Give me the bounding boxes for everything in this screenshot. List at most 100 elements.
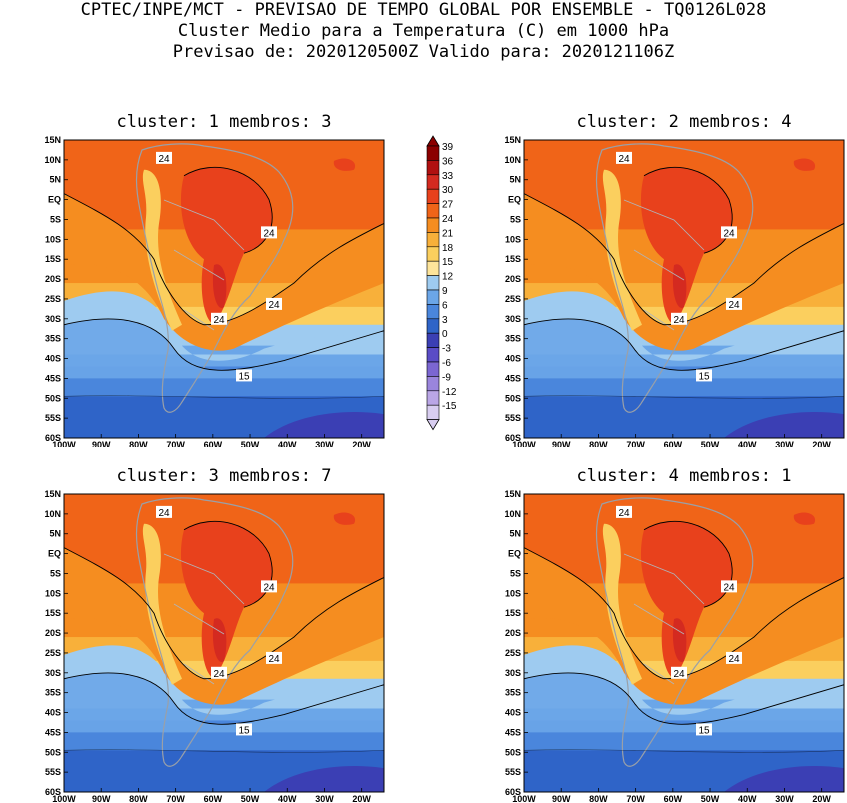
colorbar-label: 24 — [442, 214, 454, 225]
lat-label: 25S — [505, 294, 521, 304]
lon-label: 80W — [589, 794, 608, 803]
lat-label: 15S — [45, 608, 61, 618]
lat-label: 5N — [49, 529, 61, 539]
lat-label: 45S — [505, 373, 521, 383]
colorbar-label: 33 — [442, 171, 454, 182]
lon-label: 30W — [775, 440, 794, 447]
lat-label: 20S — [505, 628, 521, 638]
contour-label: 15 — [696, 723, 712, 736]
contour-label: 24 — [261, 226, 277, 239]
lon-label: 90W — [552, 440, 571, 447]
lat-label: 55S — [505, 413, 521, 423]
lat-label: 35S — [505, 334, 521, 344]
panel-cluster-3: cluster: 3 membros: 7 24 24 24 24 15 15N 10N 5N… — [0, 466, 400, 803]
lon-label: 70W — [626, 440, 645, 447]
colorbar-swatch — [426, 246, 440, 262]
lon-label: 30W — [315, 440, 334, 447]
lat-label: 50S — [505, 747, 521, 757]
svg-text:24: 24 — [618, 154, 630, 165]
lat-label: EQ — [508, 195, 521, 205]
lat-label: 5N — [509, 175, 521, 185]
colorbar-swatch — [426, 304, 440, 320]
svg-text:24: 24 — [723, 582, 735, 593]
colorbar-swatch — [426, 390, 440, 406]
lon-label: 70W — [626, 794, 645, 803]
lat-label: 5S — [510, 214, 521, 224]
lat-label: EQ — [48, 549, 61, 559]
lat-label: 15N — [504, 489, 521, 499]
contour-label: 24 — [671, 312, 687, 326]
lat-label: 60S — [505, 787, 521, 797]
colorbar-label: 18 — [442, 243, 454, 254]
map-cluster-1: 24 24 24 24 15 15N 10N 5N EQ 5S 10S 15S 20S 25S 30S 35S… — [44, 135, 385, 447]
svg-text:24: 24 — [673, 669, 685, 680]
contour-label: 15 — [236, 369, 252, 382]
panel-title: cluster: 3 membros: 7 — [116, 466, 332, 486]
header-title: CPTEC/INPE/MCT - PREVISAO DE TEMPO GLOBA… — [80, 0, 767, 20]
svg-text:24: 24 — [263, 582, 275, 593]
lat-label: 40S — [505, 708, 521, 718]
colorbar-label: 12 — [442, 272, 454, 283]
svg-text:15: 15 — [698, 725, 710, 736]
panel-cluster-4: cluster: 4 membros: 1 24 24 24 24 15 15N 10N 5N… — [460, 466, 847, 803]
contour-label: 24 — [721, 226, 737, 239]
lon-label: 100W — [52, 440, 76, 447]
lat-label: 10S — [505, 588, 521, 598]
lat-label: 10N — [44, 155, 61, 165]
lat-label: 10N — [504, 155, 521, 165]
lat-label: 15N — [44, 135, 61, 145]
colorbar-swatch — [426, 174, 440, 190]
lat-label: EQ — [508, 549, 521, 559]
colorbar-arrow-top — [426, 135, 440, 147]
colorbar-swatch — [426, 217, 440, 233]
colorbar-swatch — [426, 361, 440, 377]
colorbar-swatch — [426, 203, 440, 219]
colorbar-swatch — [426, 376, 440, 392]
colorbar-swatch — [426, 160, 440, 176]
lat-label: 15S — [505, 608, 521, 618]
colorbar-label: 39 — [442, 142, 454, 153]
contour-label: 24 — [721, 580, 737, 593]
header-dates: Previsao de: 2020120500Z Valido para: 20… — [172, 42, 675, 62]
svg-text:24: 24 — [268, 654, 280, 665]
panel-title: cluster: 2 membros: 4 — [576, 112, 792, 132]
svg-text:24: 24 — [673, 315, 685, 326]
colorbar-label: -6 — [442, 358, 451, 369]
lon-label: 30W — [315, 794, 334, 803]
lon-label: 50W — [241, 794, 260, 803]
colorbar-label: 6 — [442, 300, 448, 311]
lat-label: 10N — [504, 509, 521, 519]
colorbar-swatch — [426, 332, 440, 348]
svg-text:24: 24 — [263, 228, 275, 239]
lon-label: 40W — [738, 440, 757, 447]
colorbar-label: -9 — [442, 372, 451, 383]
lat-label: 25S — [45, 648, 61, 658]
lat-label: 10S — [45, 234, 61, 244]
svg-text:24: 24 — [728, 654, 740, 665]
contour-label: 15 — [696, 369, 712, 382]
map-cluster-2: 24 24 24 24 15 15N 10N 5N EQ 5S 10S 15S 20S 25S 30S 35S… — [504, 135, 845, 447]
lat-label: 45S — [45, 727, 61, 737]
lat-label: 50S — [45, 747, 61, 757]
colorbar-swatch — [426, 145, 440, 161]
colorbar-swatch — [426, 404, 440, 420]
lat-label: 40S — [45, 354, 61, 364]
lat-label: 35S — [45, 688, 61, 698]
panel-cluster-2: cluster: 2 membros: 4 24 24 24 24 15 15N 10N 5N… — [460, 112, 847, 447]
colorbar-label: 9 — [442, 286, 448, 297]
lat-label: 15S — [45, 254, 61, 264]
lat-label: 60S — [45, 433, 61, 443]
svg-text:15: 15 — [698, 371, 710, 382]
map-cluster-4: 24 24 24 24 15 15N 10N 5N EQ 5S 10S 15S 20S 25S 30S 35S… — [504, 489, 845, 803]
lat-label: 5S — [510, 568, 521, 578]
colorbar-label: 27 — [442, 200, 454, 211]
lat-label: 10S — [505, 234, 521, 244]
contour-label: 24 — [156, 505, 172, 519]
contour-label: 24 — [671, 666, 687, 680]
lon-label: 70W — [166, 794, 185, 803]
lon-label: 40W — [738, 794, 757, 803]
colorbar-label: 36 — [442, 156, 454, 167]
lat-label: 55S — [505, 767, 521, 777]
svg-text:24: 24 — [618, 508, 630, 519]
